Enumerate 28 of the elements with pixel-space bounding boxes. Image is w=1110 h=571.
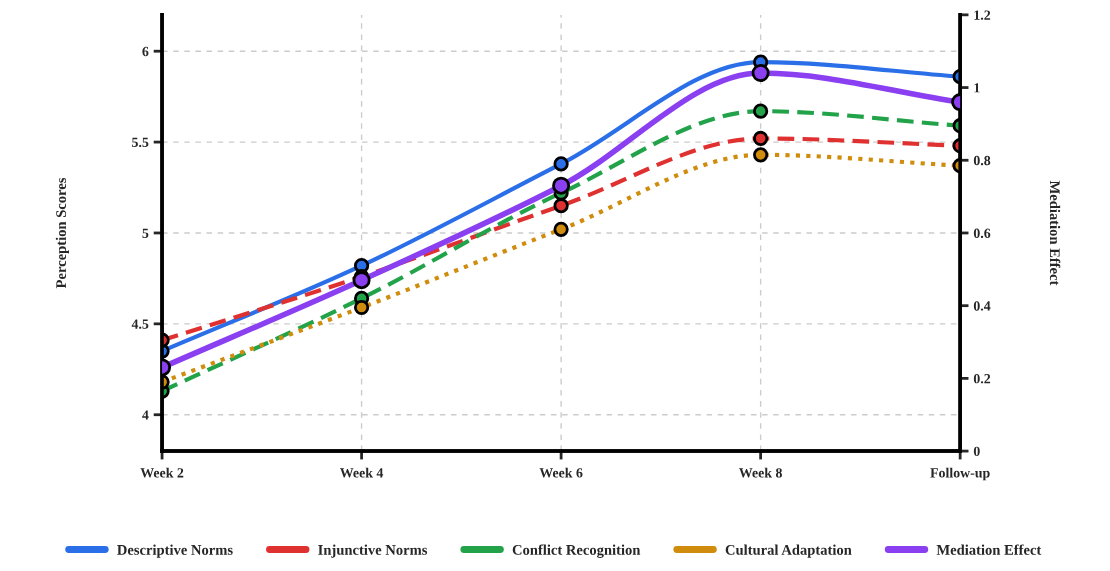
x-tick-label: Follow-up [930, 467, 990, 481]
point [552, 176, 571, 195]
y2-tick-label: 0 [973, 446, 980, 457]
y-axis-title: Perception Scores [55, 177, 69, 289]
legend-label: Descriptive Norms [117, 544, 233, 558]
y-tick-label: 4 [142, 410, 149, 420]
x-tick-label: Week 6 [539, 467, 583, 478]
legend-label: Cultural Adaptation [725, 544, 852, 558]
y2-tick-label: 1.2 [974, 10, 991, 20]
y2-tick-label: 0.6 [973, 228, 991, 238]
point [751, 64, 770, 83]
x-tick-label: Week 4 [339, 467, 384, 478]
point [553, 221, 569, 237]
y2-tick-label: 0.8 [973, 155, 991, 166]
legend-label: Mediation Effect [936, 544, 1042, 555]
legend-label: Injunctive Norms [318, 544, 428, 558]
y2-tick-label: 0.2 [973, 373, 991, 384]
y2-axis-title: Mediation Effect [1049, 180, 1061, 286]
y2-tick-label: 0.4 [973, 301, 991, 311]
y2-tick-label: 1 [974, 83, 980, 93]
legend-label: Conflict Recognition [512, 544, 641, 558]
y-tick-label: 6 [142, 46, 149, 57]
x-tick-label: Week 2 [140, 467, 184, 478]
y-tick-label: 5 [142, 228, 149, 238]
y-tick-label: 5.5 [132, 137, 149, 148]
x-tick-label: Week 8 [739, 467, 782, 478]
point [553, 156, 569, 172]
y-tick-label: 4.5 [131, 319, 149, 329]
